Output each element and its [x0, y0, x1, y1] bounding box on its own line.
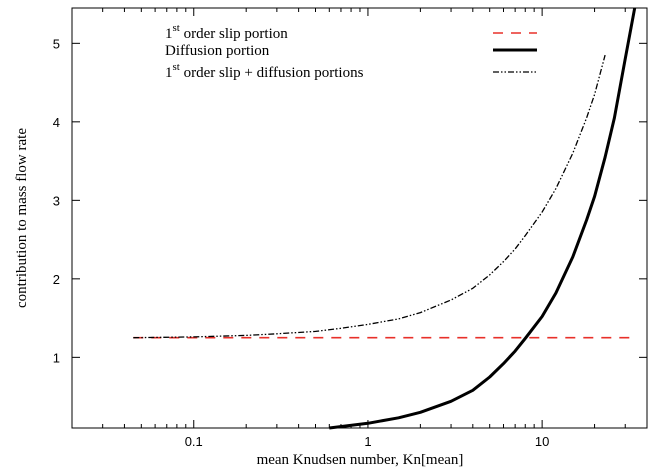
y-tick-label: 4 — [53, 115, 60, 130]
legend-label-base: Diffusion portion — [165, 43, 270, 59]
legend-label-base: 1 — [165, 65, 173, 81]
legend-label-sup: st — [173, 22, 180, 34]
y-tick-label: 2 — [53, 272, 60, 287]
series-line-1 — [329, 7, 637, 430]
y-tick-label: 3 — [53, 193, 60, 208]
y-tick-label: 5 — [53, 36, 60, 51]
legend-label-rest: order slip + diffusion portions — [180, 65, 364, 81]
x-tick-label: 0.1 — [185, 434, 203, 449]
legend-entry-label: 1st order slip + diffusion portions — [165, 61, 364, 81]
x-tick-label: 10 — [535, 434, 549, 449]
y-axis-label: contribution to mass flow rate — [14, 128, 30, 308]
x-axis-label: mean Knudsen number, Kn[mean] — [257, 452, 464, 468]
x-tick-label: 1 — [364, 434, 371, 449]
series-layer — [133, 7, 637, 430]
legend-entry-label: 1st order slip portion — [165, 22, 288, 42]
legend-entry-label: Diffusion portion — [165, 43, 270, 59]
legend-label-sup: st — [173, 61, 180, 73]
axis-ticks: 0.1 1 10 1 2 3 4 5 — [53, 8, 648, 449]
legend-label-base: 1 — [165, 26, 173, 42]
legend-label-rest: order slip portion — [180, 26, 288, 42]
y-tick-label: 1 — [53, 350, 60, 365]
series-line-2 — [133, 54, 606, 339]
